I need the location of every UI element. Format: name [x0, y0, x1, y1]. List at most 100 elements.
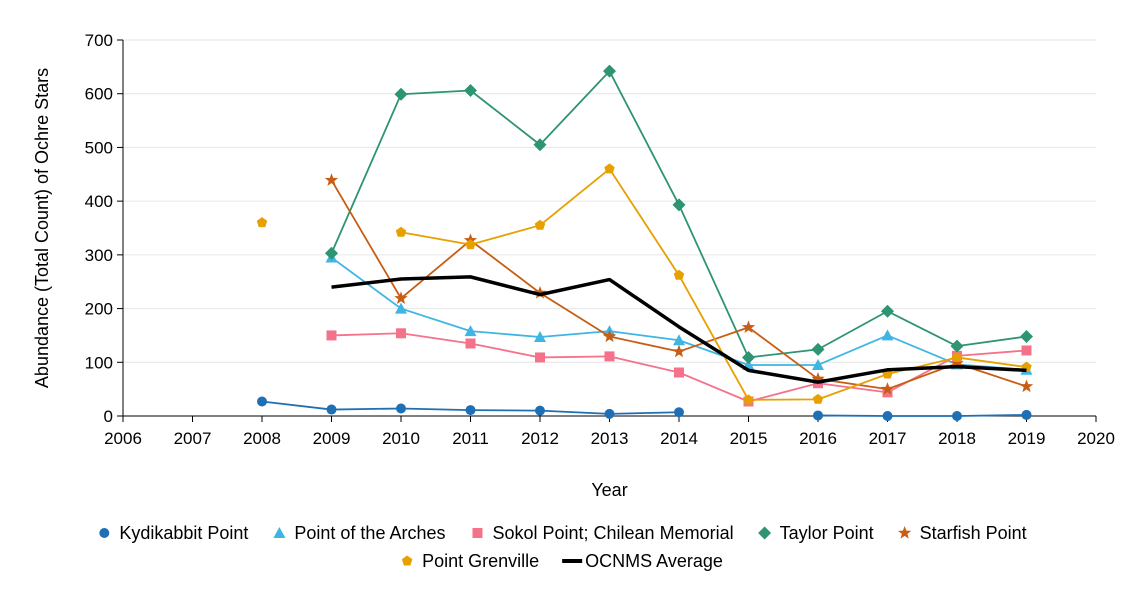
- data-point: [257, 396, 267, 407]
- data-point: [326, 330, 337, 341]
- legend: Kydikabbit Point Point of the Arches Sokol…: [99, 523, 1027, 571]
- data-point: [950, 356, 964, 370]
- data-point: [394, 291, 408, 305]
- legend-item: Point Grenville: [401, 551, 539, 571]
- x-tick-label: 2017: [869, 429, 907, 448]
- series-group: [256, 64, 1034, 421]
- x-tick-label: 2007: [174, 429, 212, 448]
- data-point: [812, 393, 824, 404]
- series-point-grenville: [256, 163, 1032, 405]
- y-tick-label: 100: [85, 353, 113, 372]
- legend-marker: [401, 555, 413, 566]
- legend-label: Kydikabbit Point: [119, 523, 248, 543]
- data-point: [1021, 409, 1032, 420]
- data-point: [881, 304, 894, 318]
- series-line: [400, 168, 1027, 401]
- x-tick-label: 2016: [799, 429, 837, 448]
- legend-label: Taylor Point: [780, 523, 874, 543]
- legend-label: Sokol Point; Chilean Memorial: [492, 523, 733, 543]
- x-axis-title: Year: [591, 480, 627, 500]
- legend-item: Sokol Point; Chilean Memorial: [472, 523, 734, 543]
- data-point: [326, 404, 337, 415]
- x-tick-label: 2011: [452, 429, 489, 448]
- data-point: [672, 198, 686, 212]
- legend-item: OCNMS Average: [562, 551, 723, 571]
- x-tick-label: 2015: [730, 429, 768, 448]
- series-line: [331, 275, 1027, 384]
- data-point: [535, 352, 545, 363]
- x-tick-label: 2018: [938, 429, 976, 448]
- y-tick-label: 700: [85, 31, 113, 50]
- legend-label: Point Grenville: [422, 551, 539, 571]
- data-point: [534, 219, 546, 230]
- data-point: [673, 269, 685, 280]
- data-point: [604, 163, 615, 174]
- data-point: [743, 394, 754, 405]
- x-tick-label: 2008: [243, 429, 281, 448]
- y-tick-label: 0: [104, 407, 113, 426]
- data-point: [811, 371, 825, 385]
- series-ocnms-average: [331, 275, 1027, 384]
- series-taylor-point: [325, 64, 1033, 364]
- data-point: [674, 367, 684, 378]
- legend-marker: [99, 528, 110, 538]
- legend-label: Point of the Arches: [294, 523, 445, 543]
- data-point: [535, 405, 545, 416]
- data-point: [465, 239, 476, 250]
- x-tick-label: 2013: [591, 429, 629, 448]
- data-point: [464, 325, 477, 337]
- y-tick-label: 600: [85, 85, 113, 104]
- y-tick-label: 500: [85, 138, 113, 157]
- data-point: [1020, 330, 1033, 343]
- data-point: [811, 342, 825, 356]
- data-point: [1021, 345, 1032, 356]
- data-point: [812, 358, 824, 370]
- legend-marker: [472, 528, 483, 538]
- legend-item: Kydikabbit Point: [99, 523, 248, 543]
- data-point: [394, 87, 408, 101]
- series-line: [330, 179, 1027, 391]
- data-point: [742, 350, 755, 364]
- data-point: [465, 338, 476, 349]
- x-tick-label: 2019: [1008, 429, 1046, 448]
- y-tick-label: 400: [85, 192, 113, 211]
- y-axis-title: Abundance (Total Count) of Ochre Stars: [32, 68, 52, 388]
- data-point: [465, 405, 476, 416]
- data-point: [741, 320, 756, 334]
- data-point: [880, 382, 895, 395]
- x-tick-label: 2014: [660, 429, 698, 448]
- y-tick-label: 200: [85, 300, 113, 319]
- data-point: [533, 138, 547, 152]
- data-point: [672, 344, 686, 358]
- data-point: [396, 328, 406, 339]
- data-point: [602, 329, 617, 343]
- data-point: [952, 411, 962, 421]
- data-point: [881, 329, 894, 341]
- x-tick-label: 2010: [382, 429, 420, 448]
- data-point: [603, 64, 616, 78]
- x-tick-label: 2006: [104, 429, 142, 448]
- series-line: [817, 414, 1027, 417]
- legend-marker: [897, 526, 912, 539]
- legend-item: Starfish Point: [897, 523, 1027, 543]
- grid: [123, 39, 1096, 363]
- x-tick-label: 2020: [1077, 429, 1115, 448]
- data-point: [1019, 379, 1034, 393]
- data-point: [325, 246, 338, 260]
- legend-marker: [273, 527, 286, 538]
- data-point: [951, 351, 963, 362]
- data-point: [464, 83, 477, 97]
- data-point: [673, 334, 685, 346]
- data-point: [674, 407, 684, 418]
- y-tick-label: 300: [85, 246, 113, 265]
- legend-marker: [758, 526, 772, 540]
- series-kydikabbit-point: [257, 396, 1032, 421]
- legend-item: Point of the Arches: [273, 523, 445, 543]
- x-tick-label: 2009: [313, 429, 351, 448]
- legend-label: OCNMS Average: [585, 551, 723, 571]
- legend-label: Starfish Point: [920, 523, 1027, 543]
- data-point: [604, 351, 615, 362]
- data-point: [395, 302, 407, 314]
